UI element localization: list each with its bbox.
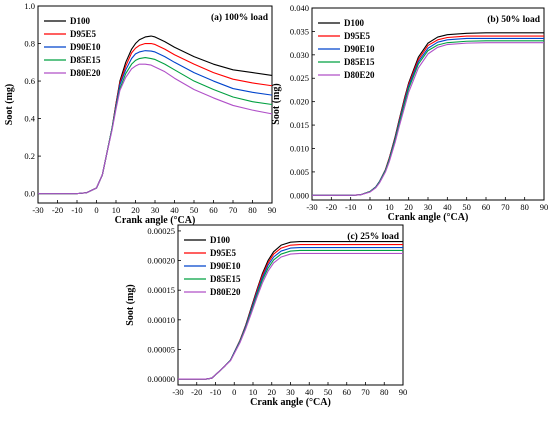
legend: D100 D95E5 D90E10 D85E15 D80E20	[318, 18, 375, 80]
x-tick-label: 80	[248, 205, 257, 215]
y-tick-label: 0.010	[290, 143, 309, 153]
series-line-d80e20	[38, 63, 273, 195]
legend: D100 D95E5 D90E10 D85E15 D80E20	[184, 235, 241, 297]
y-tick-label: 0.000	[290, 190, 309, 200]
x-axis-label: Crank angle (°CA)	[250, 397, 331, 408]
x-tick-label: 60	[209, 205, 218, 215]
x-tick-label: 30	[286, 387, 295, 397]
x-tick-label: 10	[249, 387, 258, 397]
x-axis-label: Crank angle (°CA)	[115, 215, 196, 226]
x-tick-label: 70	[361, 387, 370, 397]
legend: D100 D95E5 D90E10 D85E15 D80E20	[44, 16, 101, 78]
series-line-d80e20	[312, 42, 544, 196]
x-axis-label: Crank angle (°CA)	[388, 212, 469, 223]
panel-title: (b) 50% load	[487, 14, 541, 25]
y-tick-label: 0.00015	[147, 285, 175, 295]
y-tick-label: 1.0	[24, 1, 35, 11]
y-tick-label: 0.020	[290, 97, 309, 107]
x-tick-label: -30	[32, 205, 43, 215]
x-tick-label: 20	[404, 202, 413, 212]
legend-label: D90E10	[210, 261, 241, 271]
legend-label: D100	[210, 235, 230, 245]
x-tick-label: -30	[172, 387, 183, 397]
legend-label: D85E15	[344, 57, 375, 67]
y-axis-label: Soot (mg)	[271, 83, 282, 124]
x-tick-label: -20	[52, 205, 63, 215]
legend-label: D100	[344, 18, 364, 28]
legend-label: D90E10	[344, 44, 375, 54]
y-axis-label: Soot (mg)	[125, 284, 136, 325]
y-tick-label: 0.00005	[147, 344, 175, 354]
legend-label: D85E15	[210, 274, 241, 284]
y-tick-label: 0.2	[24, 151, 35, 161]
x-tick-label: 0	[94, 205, 98, 215]
x-tick-label: 20	[268, 387, 277, 397]
panel-title: (a) 100% load	[211, 12, 269, 23]
x-tick-label: -20	[326, 202, 337, 212]
x-tick-label: 80	[380, 387, 389, 397]
legend-label: D85E15	[70, 55, 101, 65]
x-tick-label: 0	[368, 202, 372, 212]
y-tick-label: 0.00020	[147, 256, 175, 266]
x-tick-label: 60	[482, 202, 491, 212]
legend-label: D80E20	[210, 287, 241, 297]
x-tick-label: 20	[131, 205, 140, 215]
legend-label: D95E5	[210, 248, 237, 258]
x-tick-label: 80	[520, 202, 529, 212]
x-tick-label: 40	[443, 202, 452, 212]
x-tick-label: 10	[112, 205, 121, 215]
series-line-d80e20	[178, 252, 403, 380]
x-tick-label: 30	[424, 202, 433, 212]
x-tick-label: 50	[190, 205, 199, 215]
x-tick-label: -10	[345, 202, 356, 212]
x-tick-label: 40	[305, 387, 314, 397]
x-tick-label: 60	[343, 387, 352, 397]
x-tick-label: 10	[385, 202, 394, 212]
y-tick-label: 0.040	[290, 3, 309, 13]
legend-label: D80E20	[344, 70, 375, 80]
chart-panel-c: -30 -20 -10 0 10 20 30 40 50 60 70 80 90 0.00000 0.000…	[125, 224, 408, 408]
legend-label: D95E5	[70, 29, 97, 39]
y-tick-label: 0.8	[24, 39, 35, 49]
y-tick-label: 0.0	[24, 189, 35, 199]
x-tick-label: 0	[232, 387, 236, 397]
y-tick-label: 0.015	[290, 120, 309, 130]
legend-label: D100	[70, 16, 90, 26]
x-tick-label: -10	[210, 387, 221, 397]
x-tick-label: -20	[191, 387, 202, 397]
y-axis-label: Soot (mg)	[4, 84, 15, 125]
y-tick-label: 0.00000	[147, 374, 175, 384]
y-tick-label: 0.00025	[147, 226, 175, 236]
legend-label: D90E10	[70, 42, 101, 52]
panel-title: (c) 25% load	[347, 231, 399, 242]
chart-panel-a: -30 -20 -10 0 10 20 30 40 50 60 70 80 90 0.0 0.2 0.4 0.6…	[4, 1, 276, 226]
chart-panel-b: -30 -20 -10 0 10 20 30 40 50 60 70 80 90 0.000 0.005 0.…	[271, 3, 548, 223]
x-tick-label: 30	[151, 205, 160, 215]
legend-label: D80E20	[70, 68, 101, 78]
x-tick-label: 90	[399, 387, 408, 397]
y-tick-label: 0.035	[290, 26, 309, 36]
series-line-d95e5	[38, 42, 273, 195]
x-tick-label: 70	[501, 202, 510, 212]
x-tick-label: 70	[229, 205, 238, 215]
x-tick-label: -30	[306, 202, 317, 212]
y-tick-label: 0.025	[290, 73, 309, 83]
y-tick-label: 0.030	[290, 50, 309, 60]
y-tick-label: 0.005	[290, 167, 309, 177]
y-tick-label: 0.6	[24, 76, 35, 86]
x-tick-label: 40	[170, 205, 179, 215]
x-tick-label: 90	[268, 205, 277, 215]
legend-label: D95E5	[344, 31, 371, 41]
y-tick-label: 0.00010	[147, 315, 175, 325]
y-tick-label: 0.4	[24, 114, 35, 124]
x-tick-label: 50	[462, 202, 471, 212]
x-tick-label: -10	[71, 205, 82, 215]
x-tick-label: 90	[540, 202, 549, 212]
x-tick-label: 50	[324, 387, 333, 397]
